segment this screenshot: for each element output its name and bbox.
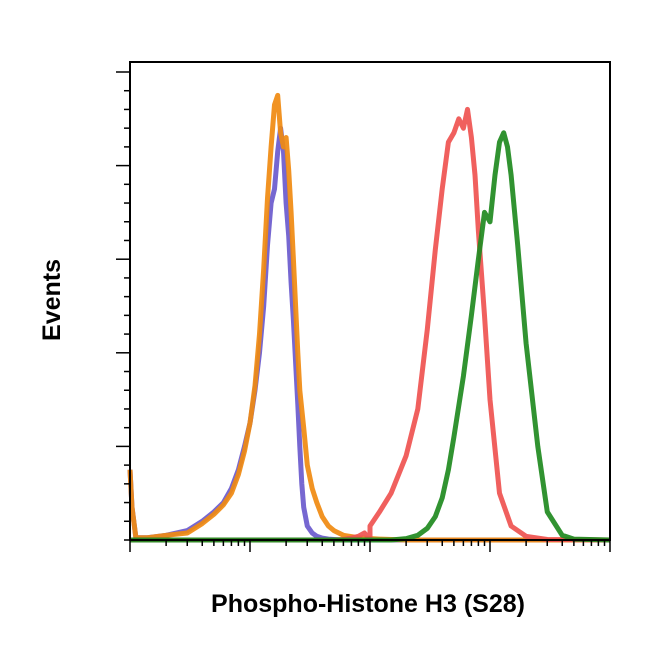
x-axis-label: Phospho-Histone H3 (S28) — [211, 590, 525, 618]
histogram-series-4 — [130, 130, 611, 543]
histogram-series-1 — [127, 125, 610, 543]
x-axis-ticks — [129, 540, 611, 552]
histogram-series-3 — [130, 106, 611, 543]
y-axis-ticks — [116, 71, 130, 541]
y-axis-label: Events — [38, 259, 66, 341]
histogram-series-2 — [127, 92, 610, 543]
histogram-curves — [127, 92, 611, 543]
plot-frame — [129, 61, 611, 541]
